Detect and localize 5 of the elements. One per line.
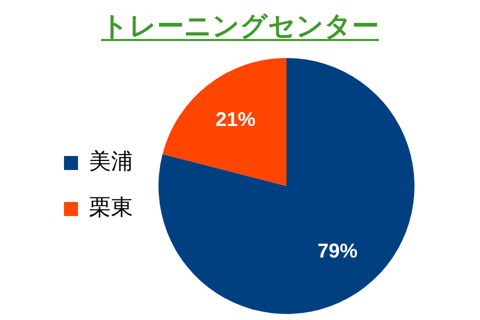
- legend-label: 栗東: [89, 196, 133, 221]
- data-label: 21%: [215, 108, 256, 131]
- legend-label: 美浦: [89, 150, 133, 175]
- data-label: 79%: [317, 240, 358, 262]
- chart-title: トレーニングセンター: [100, 10, 380, 44]
